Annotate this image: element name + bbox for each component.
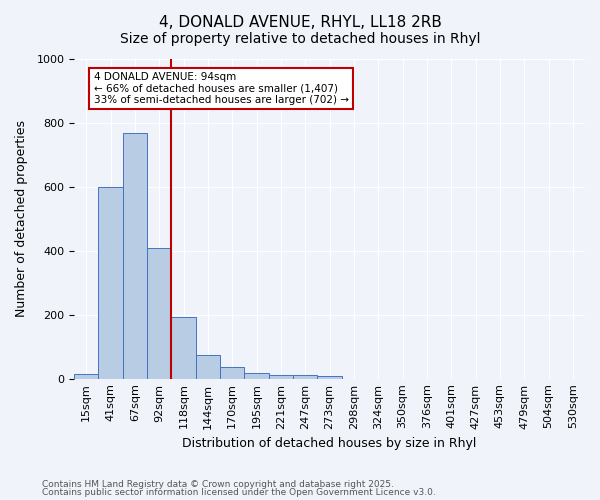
Text: 4, DONALD AVENUE, RHYL, LL18 2RB: 4, DONALD AVENUE, RHYL, LL18 2RB [158, 15, 442, 30]
Bar [317, 376, 341, 378]
Text: Contains public sector information licensed under the Open Government Licence v3: Contains public sector information licen… [42, 488, 436, 497]
Bar [196, 354, 220, 378]
Text: Contains HM Land Registry data © Crown copyright and database right 2025.: Contains HM Land Registry data © Crown c… [42, 480, 394, 489]
Bar [74, 374, 98, 378]
Bar [293, 374, 317, 378]
Bar [123, 132, 147, 378]
Bar [98, 187, 123, 378]
Text: Size of property relative to detached houses in Rhyl: Size of property relative to detached ho… [120, 32, 480, 46]
Text: 4 DONALD AVENUE: 94sqm
← 66% of detached houses are smaller (1,407)
33% of semi-: 4 DONALD AVENUE: 94sqm ← 66% of detached… [94, 72, 349, 105]
Bar [220, 366, 244, 378]
Bar [172, 318, 196, 378]
X-axis label: Distribution of detached houses by size in Rhyl: Distribution of detached houses by size … [182, 437, 477, 450]
Bar [244, 373, 269, 378]
Y-axis label: Number of detached properties: Number of detached properties [15, 120, 28, 318]
Bar [269, 375, 293, 378]
Bar [147, 248, 172, 378]
